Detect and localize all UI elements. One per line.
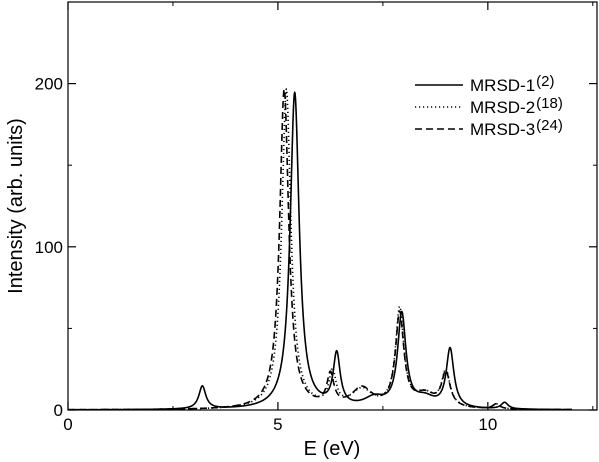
legend-label: MRSD-3 <box>470 120 535 139</box>
x-tick-label: 5 <box>273 415 282 434</box>
legend-count: (24) <box>536 117 563 134</box>
series-line-3 <box>67 88 573 411</box>
series-line-1 <box>67 91 573 411</box>
legend-label: MRSD-2 <box>470 98 535 117</box>
legend-count: (2) <box>536 73 554 90</box>
y-tick-label: 100 <box>35 238 63 257</box>
legend: MRSD-1 (2)MRSD-2 (18)MRSD-3 (24) <box>415 73 563 139</box>
y-axis-title: Intensity (arb. units) <box>5 118 27 294</box>
plot-frame <box>67 1 598 411</box>
x-tick-label: 0 <box>63 415 72 434</box>
legend-count: (18) <box>536 95 563 112</box>
x-tick-label: 10 <box>478 415 497 434</box>
y-tick-label: 0 <box>54 401 63 420</box>
y-tick-label: 200 <box>35 75 63 94</box>
legend-label: MRSD-1 <box>470 76 535 95</box>
x-axis-title: E (eV) <box>304 438 361 460</box>
